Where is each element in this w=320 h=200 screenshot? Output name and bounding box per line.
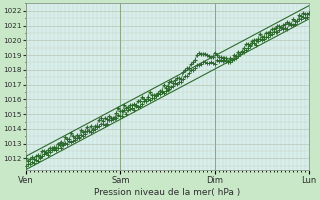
X-axis label: Pression niveau de la mer( hPa ): Pression niveau de la mer( hPa ) — [94, 188, 241, 197]
